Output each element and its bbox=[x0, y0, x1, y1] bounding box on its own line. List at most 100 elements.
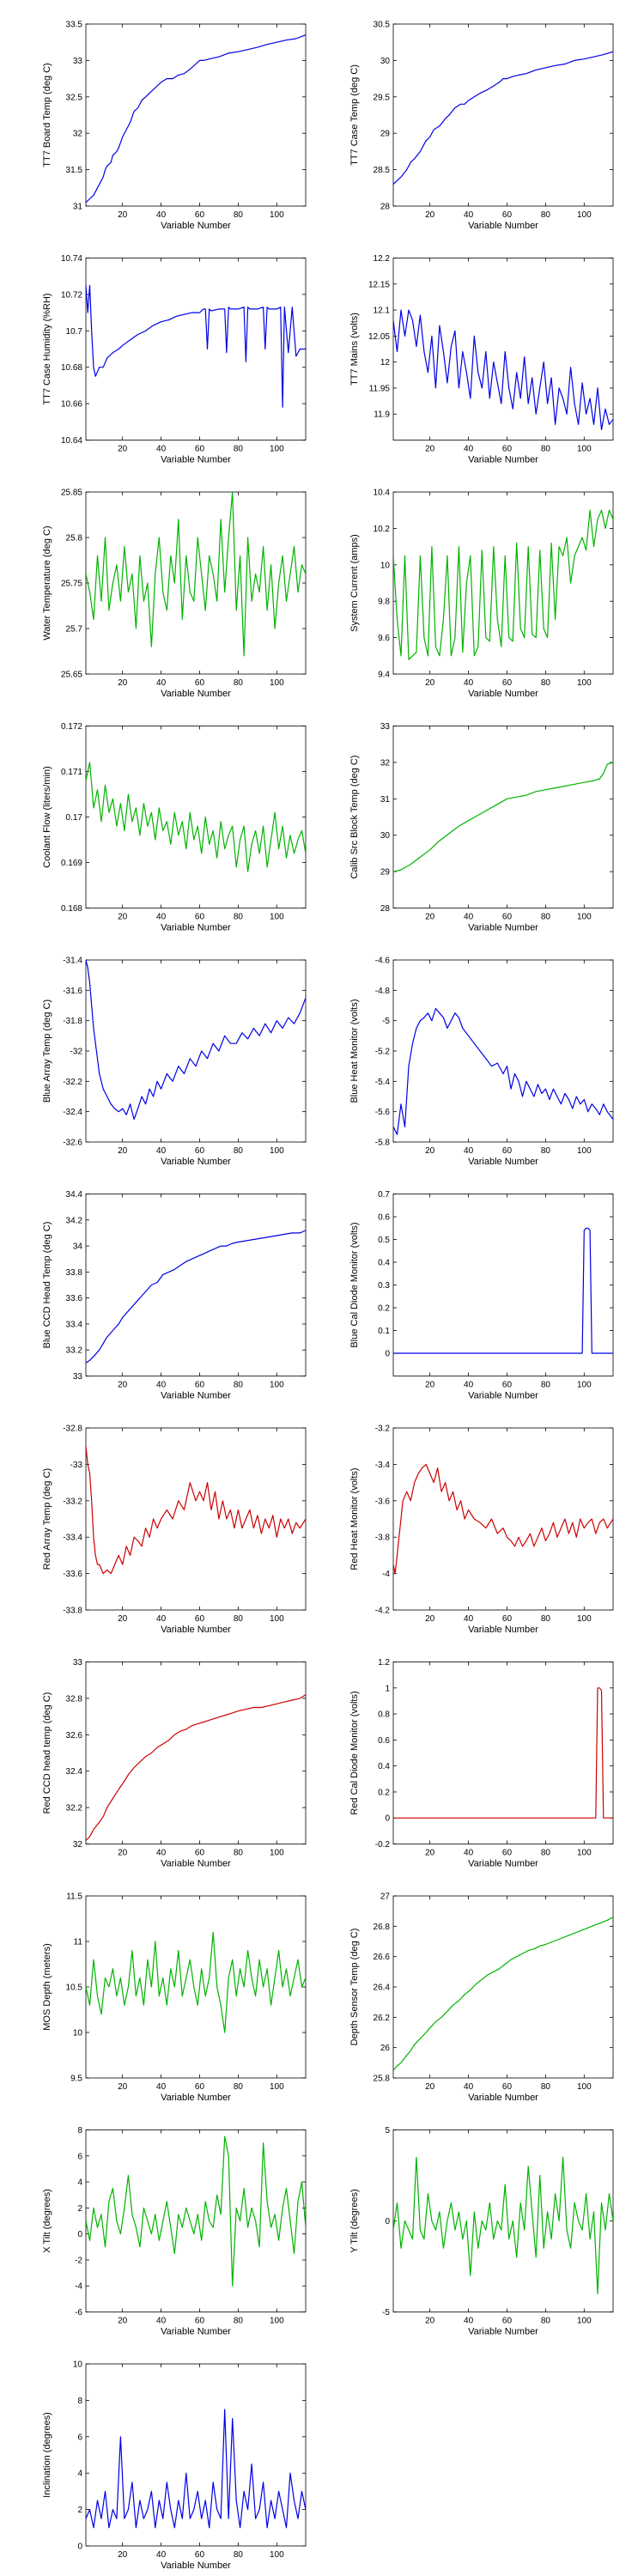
x-tick-label: 80 bbox=[541, 1381, 551, 1390]
y-axis-label: Red Array Temp (deg C) bbox=[42, 1468, 52, 1570]
x-tick-label: 40 bbox=[464, 913, 474, 922]
subplot-17: 20 40 60 80 100 25.8 26 26.2 26.4 26.6 26.8 27 Varia… bbox=[349, 1893, 614, 2103]
x-tick-label: 60 bbox=[195, 2550, 205, 2560]
y-tick-label: -4 bbox=[382, 1570, 390, 1579]
y-tick-label: 10 bbox=[380, 561, 391, 570]
y-tick-label: 33.5 bbox=[66, 21, 83, 30]
series-line bbox=[86, 1230, 306, 1364]
x-tick-label: 60 bbox=[502, 210, 513, 220]
x-tick-label: 100 bbox=[270, 1849, 284, 1858]
series-line bbox=[393, 509, 613, 660]
x-tick-label: 80 bbox=[541, 2082, 551, 2092]
axes-box bbox=[85, 1662, 307, 1844]
y-tick-label: 25.85 bbox=[61, 489, 82, 498]
y-tick-label: 9.8 bbox=[378, 598, 390, 607]
x-tick-label: 20 bbox=[118, 2550, 128, 2560]
x-tick-label: 20 bbox=[425, 210, 435, 220]
y-tick-label: 0.8 bbox=[378, 1710, 390, 1720]
y-tick-label: 25.8 bbox=[66, 534, 83, 544]
x-tick-label: 80 bbox=[234, 678, 244, 688]
y-tick-label: -5.4 bbox=[375, 1078, 391, 1087]
x-tick-label: 20 bbox=[425, 1614, 435, 1624]
axes-box bbox=[392, 23, 614, 207]
y-tick-label: -5.2 bbox=[375, 1048, 391, 1057]
y-tick-label: 12.2 bbox=[374, 254, 391, 264]
x-tick-label: 40 bbox=[464, 1849, 474, 1858]
y-tick-label: 0.2 bbox=[378, 1304, 390, 1314]
y-tick-label: 10.5 bbox=[66, 1984, 83, 1993]
x-tick-label: 20 bbox=[118, 1614, 128, 1624]
axes-box bbox=[392, 1194, 614, 1376]
x-tick-label: 80 bbox=[541, 210, 551, 220]
x-tick-label: 40 bbox=[156, 2082, 167, 2092]
y-axis-label: Water Temperature (deg C) bbox=[42, 526, 52, 640]
y-tick-label: 0 bbox=[77, 2543, 82, 2552]
y-tick-label: 34.4 bbox=[66, 1190, 83, 1200]
y-tick-label: 26.2 bbox=[374, 2014, 391, 2023]
x-tick-label: 80 bbox=[234, 2082, 244, 2092]
y-tick-label: 10.68 bbox=[61, 363, 82, 373]
series-line bbox=[86, 2409, 306, 2529]
x-tick-label: 40 bbox=[156, 678, 167, 688]
y-tick-label: 10 bbox=[73, 2360, 83, 2370]
x-tick-label: 60 bbox=[502, 913, 513, 922]
x-tick-label: 80 bbox=[541, 1849, 551, 1858]
series-line bbox=[393, 762, 613, 872]
x-tick-label: 100 bbox=[270, 2550, 284, 2560]
y-tick-label: 1.2 bbox=[378, 1658, 390, 1668]
x-tick-label: 100 bbox=[577, 1849, 592, 1858]
y-tick-label: 31.5 bbox=[66, 166, 83, 175]
y-tick-label: 0.172 bbox=[61, 722, 82, 732]
x-tick-label: 100 bbox=[270, 210, 284, 220]
x-tick-label: 60 bbox=[502, 1381, 513, 1390]
x-tick-label: 20 bbox=[118, 2317, 128, 2326]
x-axis-label: Variable Number bbox=[468, 689, 538, 699]
y-tick-label: 12 bbox=[380, 358, 391, 368]
y-tick-label: -31.4 bbox=[63, 957, 82, 966]
y-tick-label: -6 bbox=[75, 2308, 82, 2318]
x-axis-label: Variable Number bbox=[161, 1157, 231, 1167]
y-tick-label: 0.5 bbox=[378, 1236, 390, 1245]
x-tick-label: 20 bbox=[425, 678, 435, 688]
x-tick-label: 100 bbox=[577, 913, 592, 922]
x-tick-label: 20 bbox=[118, 1381, 128, 1390]
axes-box bbox=[85, 1194, 307, 1376]
x-tick-label: 60 bbox=[502, 2317, 513, 2326]
y-tick-label: -3.6 bbox=[375, 1497, 391, 1506]
x-tick-label: 60 bbox=[502, 445, 513, 454]
subplot-20: 20 40 60 80 100 0 2 4 6 8 10 Variable Number Inclina… bbox=[42, 2360, 307, 2571]
y-tick-label: 33 bbox=[73, 57, 83, 66]
y-tick-label: -5.8 bbox=[375, 1139, 391, 1148]
x-tick-label: 80 bbox=[234, 210, 244, 220]
y-tick-label: 9.6 bbox=[378, 634, 390, 643]
y-tick-label: 0.3 bbox=[378, 1281, 390, 1291]
subplot-13: 20 40 60 80 100 -4.2 -4 -3.8 -3.6 -3.4 -3.2 Variabl… bbox=[349, 1425, 614, 1635]
series-line bbox=[86, 1931, 306, 2033]
x-tick-label: 60 bbox=[195, 2082, 205, 2092]
y-tick-label: 0 bbox=[77, 2230, 82, 2239]
y-tick-label: -32.4 bbox=[63, 1108, 82, 1117]
subplot-12: 20 40 60 80 100 -33.8 -33.6 -33.4 -33.2 -33 -32.8 V… bbox=[42, 1425, 307, 1635]
y-tick-label: 30 bbox=[380, 57, 391, 66]
x-axis-label: Variable Number bbox=[161, 221, 231, 231]
y-axis-label: Red Heat Monitor (volts) bbox=[349, 1467, 360, 1570]
subplot-0: 20 40 60 80 100 31 31.5 32 32.5 33 33.5 Variable Nu… bbox=[42, 21, 307, 231]
x-axis-label: Variable Number bbox=[161, 1625, 231, 1635]
x-tick-label: 100 bbox=[270, 2317, 284, 2326]
y-tick-label: 32.2 bbox=[66, 1804, 83, 1814]
y-tick-label: 33.8 bbox=[66, 1268, 83, 1278]
x-tick-label: 100 bbox=[270, 678, 284, 688]
axes-box bbox=[392, 726, 614, 908]
y-tick-label: 32 bbox=[380, 758, 391, 768]
y-axis-label: System Current (amps) bbox=[349, 534, 360, 632]
y-tick-label: 0.4 bbox=[378, 1259, 390, 1268]
subplot-7: 20 40 60 80 100 28 29 30 31 32 33 Variable Number Ca… bbox=[349, 722, 614, 933]
x-axis-label: Variable Number bbox=[161, 1391, 231, 1401]
series-line bbox=[393, 1227, 613, 1354]
y-tick-label: 32.5 bbox=[66, 93, 83, 102]
axes-box bbox=[85, 726, 307, 908]
y-tick-label: 9.4 bbox=[378, 671, 390, 680]
x-tick-label: 60 bbox=[195, 913, 205, 922]
y-tick-label: 32.4 bbox=[66, 1767, 83, 1777]
